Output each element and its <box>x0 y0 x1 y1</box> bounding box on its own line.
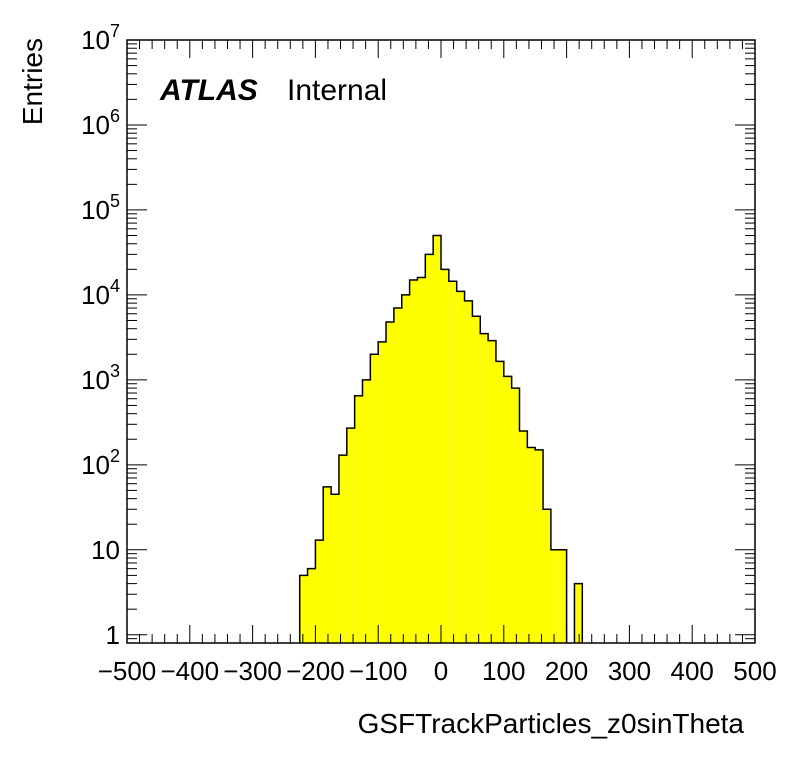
x-tick-label: −100 <box>349 656 408 686</box>
histogram-bin <box>323 486 332 643</box>
histogram-bin <box>456 291 465 643</box>
histogram-bin <box>346 428 355 643</box>
x-tick-label: 0 <box>434 656 448 686</box>
y-tick-label: 103 <box>81 361 120 395</box>
atlas-label: ATLAS <box>159 74 258 107</box>
y-axis-title: Entries <box>17 38 48 125</box>
histogram-bin <box>401 294 410 643</box>
y-tick-label: 102 <box>81 446 120 480</box>
y-tick-exponent: 2 <box>110 446 120 466</box>
x-axis-title: GSFTrackParticles_z0sinTheta <box>358 708 745 739</box>
histogram-bin <box>393 308 402 643</box>
histogram-bin <box>378 341 387 643</box>
x-tick-label: −300 <box>223 656 282 686</box>
histogram-bin <box>535 449 544 643</box>
histogram-bin <box>495 361 504 643</box>
histogram-bars <box>299 235 583 643</box>
histogram-bin <box>417 277 426 643</box>
histogram-bin <box>574 583 583 643</box>
x-tick-label: 500 <box>733 656 776 686</box>
histogram-bin <box>464 300 473 643</box>
y-tick-label: 106 <box>81 106 120 140</box>
axis-ticks <box>126 39 756 644</box>
y-tick-base: 10 <box>81 25 110 55</box>
y-tick-exponent: 6 <box>110 106 120 126</box>
y-tick-base: 1 <box>106 620 120 650</box>
y-tick-base: 10 <box>81 450 110 480</box>
histogram-bin <box>448 281 457 643</box>
histogram-bin <box>386 321 394 643</box>
histogram-bin <box>370 354 379 643</box>
y-tick-base: 10 <box>81 110 110 140</box>
x-tick-labels: −500 −400 −300 −200 −100 0 100 200 300 400 500 <box>98 656 777 686</box>
histogram-bin <box>503 376 512 643</box>
histogram-bin <box>425 254 434 643</box>
y-tick-exponent: 3 <box>110 361 120 381</box>
x-tick-label: 100 <box>482 656 525 686</box>
histogram-bin <box>338 455 347 643</box>
histogram-bin <box>472 316 481 643</box>
histogram-bin <box>527 447 536 643</box>
histogram-bin <box>307 568 316 643</box>
histogram-bin <box>409 279 418 643</box>
x-tick-label: 300 <box>608 656 651 686</box>
plot-frame <box>126 39 756 644</box>
histogram-bin <box>550 549 559 643</box>
y-tick-exponent: 4 <box>110 276 120 296</box>
internal-label: Internal <box>287 74 387 107</box>
histogram-bin <box>543 509 551 643</box>
y-tick-label: 10 <box>91 535 120 565</box>
x-tick-label: 200 <box>545 656 588 686</box>
histogram-bin <box>519 431 528 643</box>
y-tick-label: 104 <box>81 276 120 310</box>
y-tick-label: 105 <box>81 191 120 225</box>
histogram-bin <box>511 388 520 643</box>
y-tick-base: 10 <box>91 535 120 565</box>
histogram-bin <box>362 379 371 643</box>
y-tick-exponent: 5 <box>110 191 120 211</box>
histogram-bin <box>299 575 308 643</box>
histogram-bin <box>354 395 363 643</box>
y-tick-exponent: 7 <box>110 21 120 41</box>
histogram-bin <box>441 269 449 643</box>
y-tick-label: 107 <box>81 21 120 55</box>
histogram-bin <box>480 333 489 643</box>
histogram-bin <box>315 540 324 643</box>
histogram-bin <box>488 340 496 643</box>
histogram-bin <box>331 494 339 643</box>
histogram-bin <box>558 549 567 643</box>
y-tick-label: 1 <box>106 620 120 650</box>
y-tick-base: 10 <box>81 280 110 310</box>
histogram-bin <box>433 235 441 643</box>
y-tick-base: 10 <box>81 365 110 395</box>
x-tick-label: −200 <box>286 656 345 686</box>
x-tick-label: −400 <box>161 656 220 686</box>
y-tick-base: 10 <box>81 195 110 225</box>
histogram-outline <box>298 234 584 643</box>
x-tick-label: −500 <box>98 656 157 686</box>
x-tick-label: 400 <box>671 656 714 686</box>
